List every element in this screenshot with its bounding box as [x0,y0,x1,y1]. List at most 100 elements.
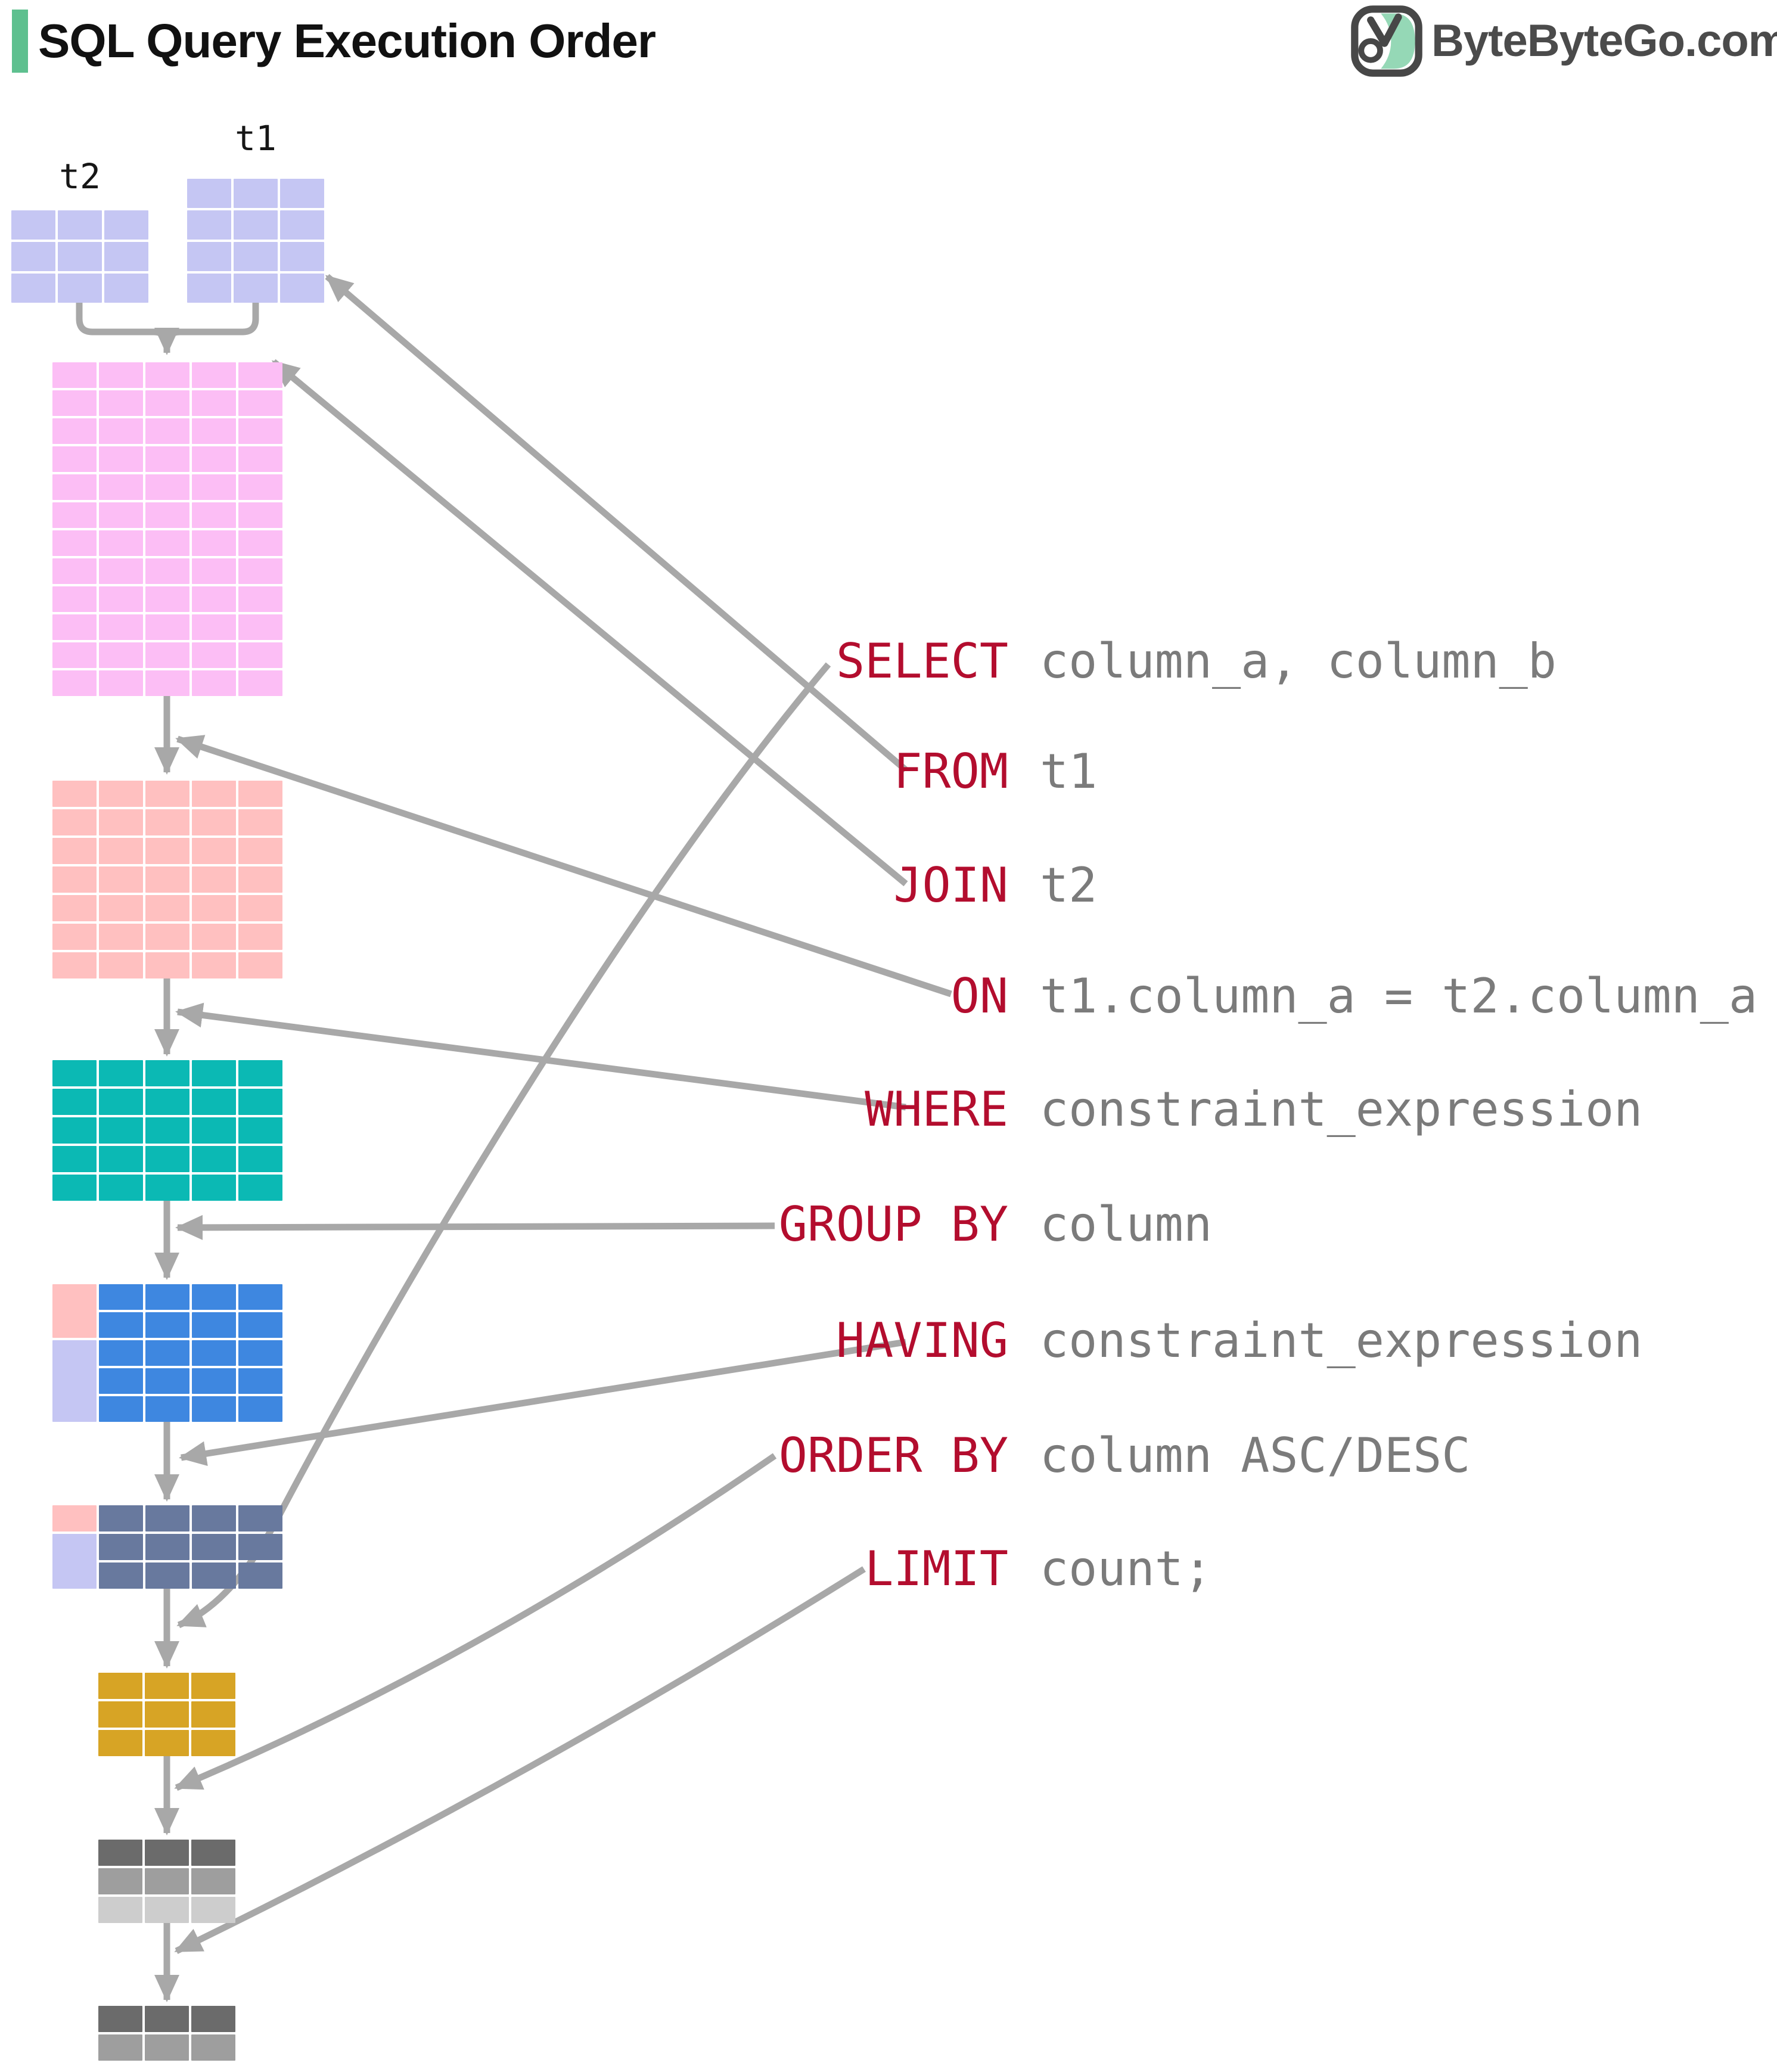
table-cell [187,242,231,271]
table-cell [145,1396,189,1422]
table-cell [238,446,282,472]
table-cell [234,179,278,208]
label-t1: t1 [235,118,277,159]
page-title: SQL Query Execution Order [38,14,656,67]
table-cell [99,1089,143,1115]
table-cell [192,1146,236,1172]
table-cell [238,418,282,444]
table-cell [145,418,189,444]
table-cell [192,1175,236,1201]
sql-line-where: WHERE constraint_expression [0,1077,1777,1142]
table-cell [192,1312,236,1338]
grid-having-filtered-side-cell-0 [52,1505,97,1532]
table-cell [192,866,236,893]
grid-grouped-side-cell-1 [52,1340,97,1422]
table-cell [191,1868,235,1894]
table-cell [187,210,231,240]
table-cell [99,390,143,416]
table-cell [238,1175,282,1201]
table-cell [192,1562,236,1589]
table-cell [52,838,97,864]
table-cell [238,670,282,696]
table-cell [192,670,236,696]
table-cell [192,502,236,528]
table-cell [238,614,282,640]
table-cell [99,1368,143,1394]
table-cell [192,1340,236,1366]
table-cell [99,809,143,835]
table-cell [52,530,97,556]
table-cell [238,1146,282,1172]
grid-grouped-side-cell-0 [52,1284,97,1338]
sql-keyword: GROUP BY [778,1197,1008,1252]
table-cell [99,895,143,921]
table-cell [99,838,143,864]
table-cell [99,781,143,807]
sql-keyword: SELECT [836,633,1008,689]
table-cell [145,1312,189,1338]
table-cell [99,474,143,500]
title-accent-bar [12,10,28,73]
table-cell [238,952,282,978]
grid-on-filtered [52,781,282,978]
table-cell [145,1730,189,1756]
table-cell [104,210,148,240]
table-cell [187,274,231,303]
sql-line-limit: LIMIT count; [0,1536,1777,1602]
table-cell [145,642,189,668]
table-cell [192,838,236,864]
sql-keyword: HAVING [836,1313,1008,1368]
table-cell [52,781,97,807]
table-cell [52,1117,97,1144]
sql-value: t1.column_a = t2.column_a [1040,968,1758,1024]
table-cell [99,530,143,556]
table-cell [191,2034,235,2061]
table-cell [192,362,236,388]
table-cell [238,781,282,807]
table-cell [99,418,143,444]
table-cell [99,558,143,584]
table-cell [192,895,236,921]
grid-join-product [52,362,282,696]
table-cell [52,895,97,921]
table-cell [145,952,189,978]
table-cell [99,1562,143,1589]
pointer-having [179,1338,906,1467]
table-cell [145,866,189,893]
table-cell [52,558,97,584]
table-cell [99,1340,143,1366]
table-cell [99,1060,143,1086]
table-cell [145,586,189,612]
table-cell [98,1897,142,1923]
table-cell [192,952,236,978]
table-cell [238,1396,282,1422]
table-cell [191,1673,235,1699]
label-t2: t2 [59,156,101,197]
table-cell [52,418,97,444]
grid-table-t1 [187,179,324,303]
sql-value: constraint_expression [1040,1082,1643,1137]
table-cell [145,1562,189,1589]
table-cell [238,474,282,500]
table-cell [52,614,97,640]
table-cell [238,809,282,835]
table-cell [145,924,189,950]
table-cell [145,1897,189,1923]
sql-keyword: ON [950,968,1008,1024]
table-cell [98,1701,142,1728]
table-cell [234,274,278,303]
sql-line-order-by: ORDER BY column ASC/DESC [0,1423,1777,1489]
table-cell [52,952,97,978]
table-cell [98,1730,142,1756]
table-cell [192,1284,236,1310]
table-cell [99,1312,143,1338]
sql-value: column_a, column_b [1040,633,1557,689]
table-cell [191,1701,235,1728]
table-cell [238,866,282,893]
table-cell [238,838,282,864]
table-cell [192,418,236,444]
sql-keyword: JOIN [893,858,1008,913]
sql-value: count; [1040,1541,1212,1596]
table-cell [99,614,143,640]
